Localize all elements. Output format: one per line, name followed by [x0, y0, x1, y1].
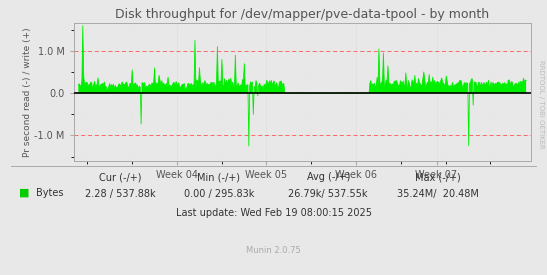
- Text: Min (-/+): Min (-/+): [197, 172, 240, 182]
- Text: 2.28 / 537.88k: 2.28 / 537.88k: [85, 189, 156, 199]
- Text: Avg (-/+): Avg (-/+): [306, 172, 350, 182]
- Text: ■: ■: [19, 188, 30, 197]
- Title: Disk throughput for /dev/mapper/pve-data-tpool - by month: Disk throughput for /dev/mapper/pve-data…: [115, 8, 489, 21]
- Y-axis label: Pr second read (-) / write (+): Pr second read (-) / write (+): [22, 27, 32, 157]
- Text: Bytes: Bytes: [36, 188, 63, 197]
- Text: 26.79k/ 537.55k: 26.79k/ 537.55k: [288, 189, 368, 199]
- Text: RRDTOOL / TOBI OETIKER: RRDTOOL / TOBI OETIKER: [538, 60, 544, 149]
- Text: Munin 2.0.75: Munin 2.0.75: [246, 246, 301, 255]
- Text: 35.24M/  20.48M: 35.24M/ 20.48M: [397, 189, 479, 199]
- Text: 0.00 / 295.83k: 0.00 / 295.83k: [184, 189, 254, 199]
- Text: Max (-/+): Max (-/+): [415, 172, 461, 182]
- Text: Cur (-/+): Cur (-/+): [99, 172, 142, 182]
- Text: Last update: Wed Feb 19 08:00:15 2025: Last update: Wed Feb 19 08:00:15 2025: [176, 208, 371, 218]
